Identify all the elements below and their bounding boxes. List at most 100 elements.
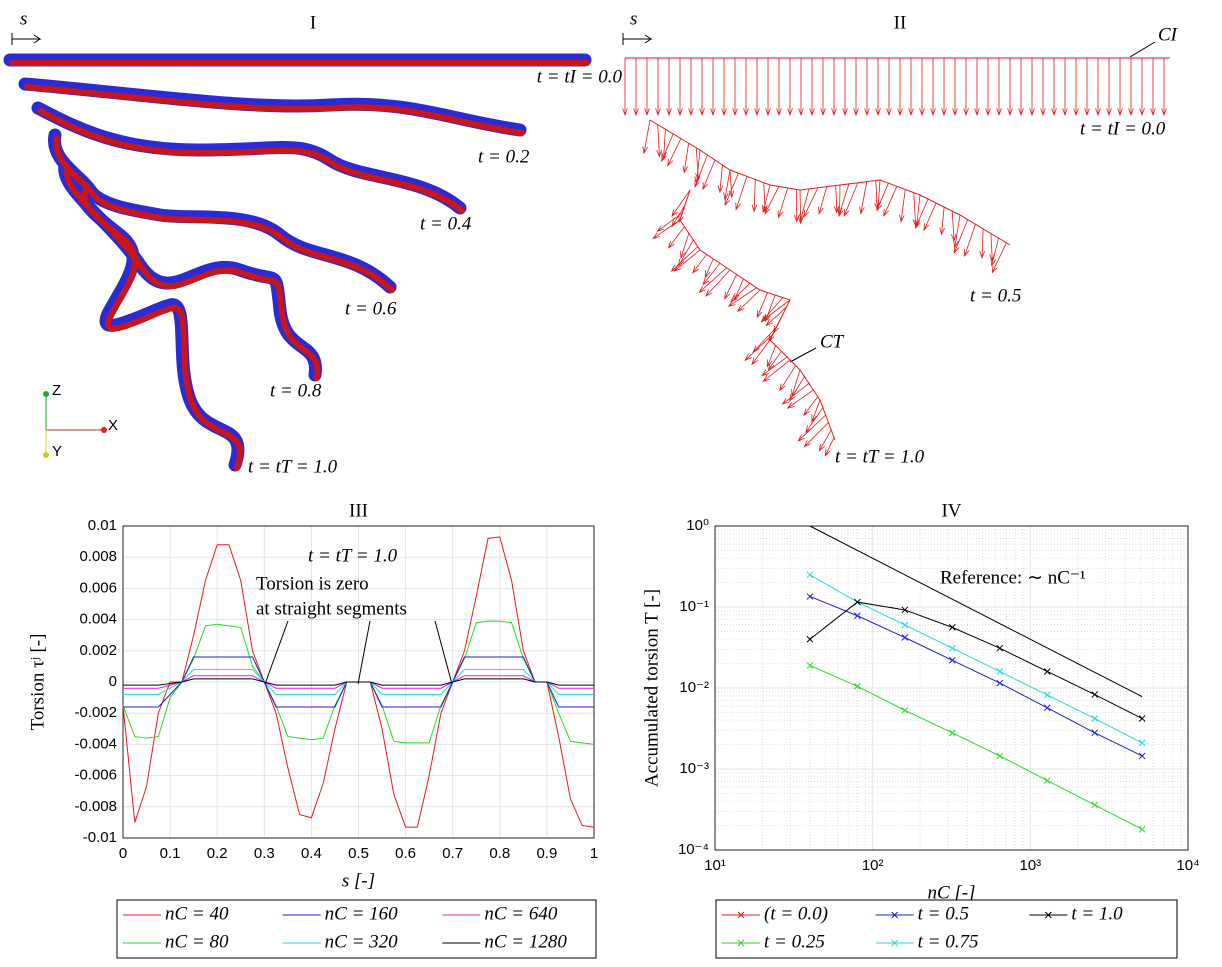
arrow bbox=[897, 58, 903, 117]
marker bbox=[901, 706, 909, 714]
arrow bbox=[990, 238, 999, 267]
reference-line bbox=[809, 525, 1143, 698]
panel-1: I s t = tI = 0.0 t = 0.2 t = 0.4 t = 0.6… bbox=[3, 8, 622, 477]
arrow bbox=[1084, 58, 1090, 117]
arrow bbox=[688, 58, 694, 117]
arrow bbox=[721, 58, 727, 117]
x-axis-label: s [-] bbox=[342, 870, 375, 891]
y-tick-label: -0.006 bbox=[74, 767, 117, 784]
arrow bbox=[797, 414, 826, 442]
legend-label: nC = 640 bbox=[484, 903, 557, 924]
arrow bbox=[1018, 58, 1024, 117]
arrow bbox=[756, 292, 768, 319]
panel-title: II bbox=[894, 12, 907, 33]
marker bbox=[1043, 691, 1051, 699]
arrow bbox=[953, 219, 969, 254]
arrow bbox=[766, 345, 777, 368]
arrow bbox=[805, 407, 824, 434]
arrow bbox=[923, 202, 937, 232]
arrow bbox=[622, 58, 628, 117]
arrow bbox=[677, 239, 694, 267]
marker bbox=[948, 656, 956, 664]
plot-frame bbox=[714, 525, 1189, 851]
arrow bbox=[864, 58, 870, 117]
axis-triad: Z X Y bbox=[43, 382, 118, 460]
arrow bbox=[1040, 58, 1046, 117]
marker bbox=[806, 571, 814, 579]
axis-name: X bbox=[108, 417, 118, 434]
arrow bbox=[704, 258, 714, 279]
arrow bbox=[678, 197, 688, 224]
arrow bbox=[991, 242, 1007, 274]
arrow bbox=[838, 183, 850, 218]
arrow bbox=[694, 154, 708, 189]
legend-marker bbox=[891, 911, 899, 919]
arrow bbox=[930, 58, 936, 117]
arrow bbox=[859, 181, 868, 215]
arrow bbox=[670, 246, 699, 272]
arrow bbox=[996, 58, 1002, 117]
arrow bbox=[1139, 58, 1145, 117]
x-tick-label: 0.4 bbox=[301, 845, 322, 862]
arrow bbox=[791, 369, 801, 398]
arrow bbox=[818, 186, 828, 215]
arrow bbox=[1161, 58, 1167, 117]
arrow bbox=[939, 207, 945, 236]
arrow bbox=[787, 58, 793, 117]
y-tick-label: 0.004 bbox=[79, 611, 117, 628]
arrow bbox=[875, 58, 881, 117]
arrow bbox=[644, 58, 650, 117]
marker bbox=[1043, 777, 1051, 784]
arrow bbox=[842, 58, 848, 117]
legend-label: nC = 80 bbox=[165, 931, 229, 952]
y-tick-label: -0.008 bbox=[74, 798, 117, 815]
marker bbox=[1091, 801, 1099, 809]
arrow bbox=[724, 173, 739, 207]
series-line bbox=[809, 595, 1143, 757]
x-tick-label: 0.1 bbox=[160, 845, 181, 862]
legend-label: t = 0.25 bbox=[764, 931, 825, 952]
chart-title: IV bbox=[941, 500, 961, 521]
arrow bbox=[765, 306, 787, 327]
arrow bbox=[702, 263, 721, 286]
arrow bbox=[656, 124, 662, 158]
marker bbox=[1138, 752, 1146, 760]
arrow bbox=[908, 58, 914, 117]
reference-label: Reference: ∼ nC⁻¹ bbox=[940, 567, 1086, 588]
marker bbox=[1138, 739, 1146, 747]
arrow bbox=[1007, 58, 1013, 117]
y-tick-label: 0.01 bbox=[88, 517, 117, 534]
panel-title: I bbox=[310, 12, 316, 33]
arrow bbox=[919, 58, 925, 117]
arrow bbox=[673, 249, 701, 272]
arrow bbox=[751, 339, 771, 366]
arrow bbox=[761, 356, 788, 377]
y-tick-label: 10⁰ bbox=[686, 517, 709, 534]
arrow bbox=[833, 185, 840, 214]
marker bbox=[854, 598, 861, 606]
leader bbox=[1129, 41, 1156, 58]
arrow bbox=[1095, 58, 1101, 117]
legend-box bbox=[116, 899, 597, 959]
arrow bbox=[1117, 58, 1123, 117]
legend-label: nC = 1280 bbox=[484, 931, 567, 952]
arrow bbox=[818, 429, 832, 452]
arrow bbox=[692, 254, 707, 274]
arrow bbox=[754, 58, 760, 117]
chart: 0 0.1 0.2 0.3 0.4 0.5 0.6 0.7 0.8 0.9 1 -0.01 -0.008… bbox=[27, 500, 598, 959]
arrow bbox=[798, 58, 804, 117]
legend-label: nC = 160 bbox=[325, 903, 398, 924]
arrow bbox=[803, 396, 819, 417]
legend-label: t = 1.0 bbox=[1071, 903, 1123, 924]
x-tick-label: 0.7 bbox=[442, 845, 463, 862]
curve-label: CI bbox=[1158, 24, 1179, 45]
legend-marker bbox=[737, 911, 745, 919]
time-label: t = 0.4 bbox=[420, 213, 472, 234]
x-tick-label: 0.2 bbox=[207, 845, 228, 862]
arrow bbox=[727, 287, 757, 307]
arrow bbox=[1150, 58, 1156, 117]
pointer bbox=[434, 620, 453, 685]
arrow bbox=[642, 119, 651, 155]
legend-label: t = 0.5 bbox=[918, 903, 969, 924]
arrow bbox=[730, 283, 751, 303]
